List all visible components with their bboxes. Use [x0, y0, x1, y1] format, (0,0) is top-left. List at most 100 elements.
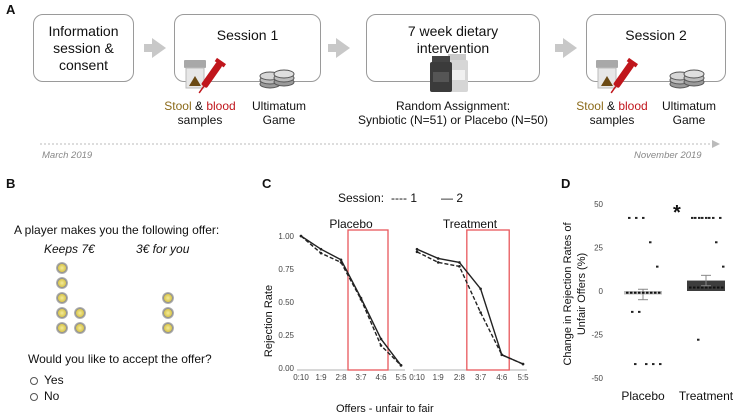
panel-d-chart: Change in Rejection Rates of Unfair Offe… [562, 200, 734, 403]
data-point [436, 261, 440, 264]
intervention-title-1: 7 week dietary [407, 23, 499, 39]
assignment-line2: Synbiotic (N=51) or Placebo (N=50) [357, 113, 549, 127]
individual-point [708, 216, 711, 219]
individual-point [635, 216, 638, 219]
stool-text: Stool [164, 99, 192, 113]
flow-arrow-3 [555, 38, 577, 58]
keeps-label: Keeps 7€ [44, 242, 95, 256]
individual-point [715, 241, 718, 244]
individual-point [642, 216, 645, 219]
series-line-1 [416, 251, 524, 365]
data-point [521, 362, 525, 366]
stool-text-2: Stool [576, 99, 604, 113]
significance-asterisk: * [673, 202, 681, 224]
c-ylabel: Rejection Rate [263, 285, 275, 357]
individual-point [638, 291, 641, 294]
individual-point [721, 286, 724, 289]
category-label: Treatment [679, 389, 734, 403]
x-tick-label: 3:7 [475, 373, 487, 382]
x-tick-label: 4:6 [375, 373, 387, 382]
timeline-end-date: November 2019 [634, 150, 702, 161]
coin-icon [74, 322, 86, 334]
y-tick-label: 0.50 [278, 298, 294, 307]
supplement-bottles-icon [430, 54, 468, 92]
amp-text: & [194, 99, 203, 113]
d-ylabel-line2: Unfair Offers (%) [576, 253, 588, 335]
coin-icon [56, 307, 68, 319]
individual-point [689, 286, 692, 289]
yes-label: Yes [44, 373, 64, 387]
x-tick-label: 0:10 [293, 373, 309, 382]
blood-text-2: blood [618, 99, 648, 113]
x-tick-label: 4:6 [496, 373, 508, 382]
unfair-highlight-box [466, 229, 510, 371]
timeline-line [40, 140, 720, 148]
individual-point [638, 310, 641, 313]
data-point [339, 258, 343, 262]
individual-point [705, 286, 708, 289]
y-tick-label: 0.00 [278, 364, 294, 373]
individual-point [659, 363, 662, 366]
individual-point [634, 363, 637, 366]
intervention-box: 7 week dietary intervention [366, 14, 540, 82]
individual-point [691, 216, 694, 219]
x-tick-label: 0:10 [409, 373, 425, 382]
coin-icon [162, 292, 174, 304]
coin-icon [162, 307, 174, 319]
individual-point [645, 363, 648, 366]
coin-icon [56, 322, 68, 334]
individual-point [628, 216, 631, 219]
y-tick-label: 0.75 [278, 265, 294, 274]
individual-point [646, 291, 649, 294]
individual-point [656, 265, 659, 268]
no-radio[interactable] [30, 393, 38, 401]
y-tick-label: 0 [599, 287, 604, 296]
blood-text: blood [206, 99, 236, 113]
data-point [379, 344, 383, 347]
legend-session2: — 2 [441, 191, 463, 205]
stool-blood-icon-2 [596, 57, 639, 94]
info-session-text: Information session & consent [48, 23, 119, 73]
panel-c-chart: Session: ---- 1 — 2 Offers - unfair to f… [263, 191, 529, 415]
panel-b-label: B [6, 176, 16, 191]
legend-title: Session: [338, 191, 384, 205]
flow-arrow-1 [144, 38, 166, 58]
yes-radio[interactable] [30, 377, 38, 385]
individual-point [658, 291, 661, 294]
info-session-box: Information session & consent [33, 14, 134, 82]
individual-point [630, 291, 633, 294]
coin-icon [56, 277, 68, 289]
samples-text-2: samples [589, 113, 635, 127]
x-tick-label: 2:8 [454, 373, 466, 382]
individual-point [701, 216, 704, 219]
coins-icon-2 [669, 69, 705, 89]
individual-point [649, 241, 652, 244]
coins-icon [259, 69, 295, 89]
x-tick-label: 1:9 [315, 373, 327, 382]
individual-point [713, 286, 716, 289]
x-tick-label: 2:8 [335, 373, 347, 382]
y-tick-label: 50 [594, 200, 603, 209]
unfair-highlight-box [347, 229, 389, 371]
individual-point [697, 338, 700, 341]
game-line1: Ultimatum [251, 99, 306, 113]
session2-samples-label: Stool & blood samples [570, 99, 654, 127]
x-tick-label: 1:9 [433, 373, 445, 382]
data-point [299, 234, 303, 238]
data-point [319, 251, 323, 255]
data-point [359, 296, 363, 300]
samples-text: samples [177, 113, 223, 127]
individual-point [705, 216, 708, 219]
x-tick-label: 5:5 [517, 373, 529, 382]
intervention-title-2: intervention [416, 40, 490, 56]
flow-arrow-2 [328, 38, 350, 58]
coin-icon [162, 322, 174, 334]
offer-prompt: A player makes you the following offer: [14, 223, 220, 237]
data-point [319, 247, 323, 251]
individual-point [712, 216, 715, 219]
coin-icon [56, 292, 68, 304]
y-tick-label: 25 [594, 244, 603, 253]
individual-point [693, 286, 696, 289]
session2-title: Session 2 [625, 27, 687, 43]
y-tick-label: 0.25 [278, 331, 294, 340]
